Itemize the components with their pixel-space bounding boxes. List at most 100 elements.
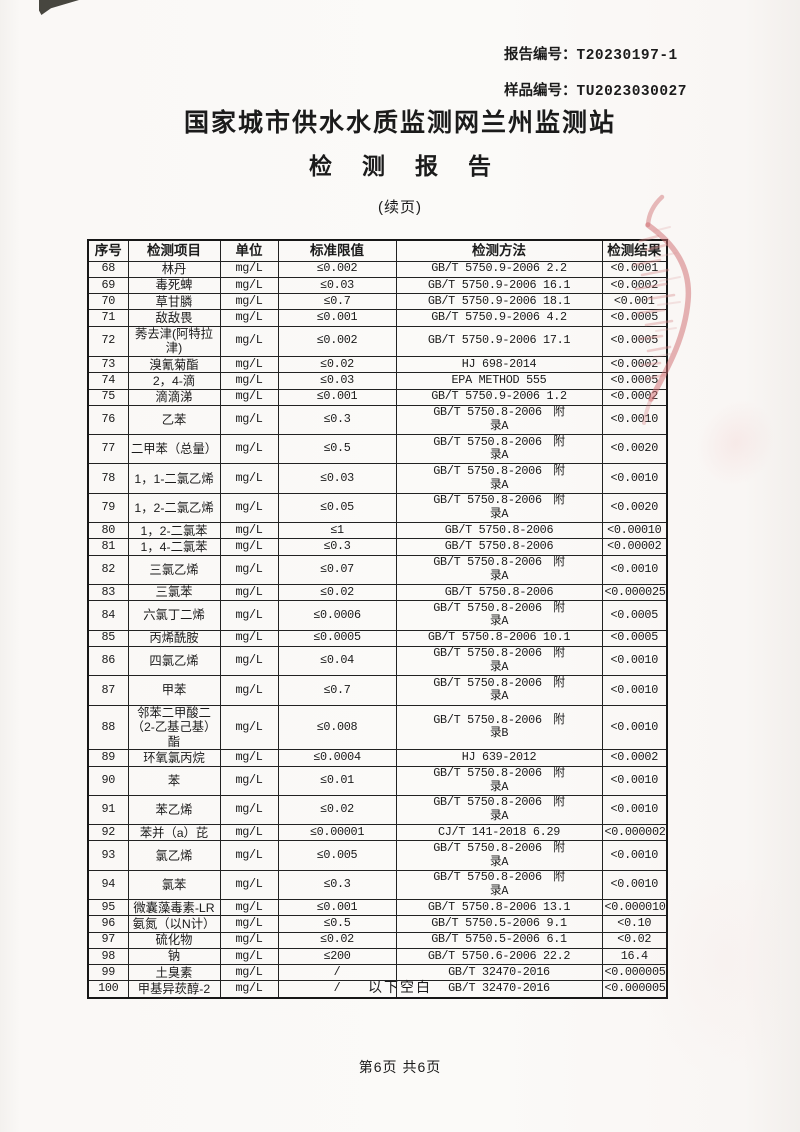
cell-result: <0.0010: [601, 840, 668, 871]
cell-unit: mg/L: [219, 325, 279, 358]
table-row: 96 氨氮（以N计） mg/L ≤0.5 GB/T 5750.5-2006 9.1 <0.…: [87, 915, 668, 933]
cell-item: 莠去津(阿特拉津): [127, 325, 221, 358]
cell-limit: ≤0.001: [277, 309, 397, 327]
cell-item: 2，4-滴: [127, 372, 221, 390]
cell-method: GB/T 5750.9-2006 16.1: [395, 276, 603, 295]
cell-limit: /: [277, 964, 397, 982]
cell-method: GB/T 5750.8-2006 附 录A: [395, 404, 603, 436]
table-row: 76 乙苯 mg/L ≤0.3 GB/T 5750.8-2006 附 录A <0.0010: [87, 404, 668, 436]
cell-limit: ≤0.7: [277, 675, 397, 706]
cell-result: <0.0005: [601, 325, 668, 358]
cell-seq: 94: [87, 869, 129, 901]
cell-limit: ≤0.5: [277, 915, 397, 933]
cell-result: <0.000005: [601, 980, 668, 999]
cell-result: <0.000005: [601, 964, 668, 982]
table-row: 91 苯乙烯 mg/L ≤0.02 GB/T 5750.8-2006 附 录A <0.00…: [87, 794, 668, 826]
cell-method: GB/T 5750.8-2006: [395, 538, 603, 556]
cell-result: <0.0005: [601, 600, 668, 631]
cell-method: HJ 698-2014: [395, 356, 603, 374]
cell-result: <0.0002: [601, 749, 668, 767]
cell-unit: mg/L: [219, 260, 279, 278]
cell-result: <0.0010: [601, 704, 668, 751]
cell-unit: mg/L: [219, 538, 279, 556]
table-row: 88 邻苯二甲酸二（2-乙基己基）酯 mg/L ≤0.008 GB/T 5750.8-2…: [87, 704, 668, 751]
table-row: 68 林丹 mg/L ≤0.002 GB/T 5750.9-2006 2.2 <0.000…: [87, 260, 668, 278]
table-row: 72 莠去津(阿特拉津) mg/L ≤0.002 GB/T 5750.9-2006 17…: [87, 325, 668, 358]
cell-seq: 69: [87, 276, 129, 295]
cell-seq: 89: [87, 749, 129, 767]
cell-seq: 98: [87, 947, 129, 966]
cell-item: 草甘膦: [127, 293, 221, 311]
sample-number-label: 样品编号：: [504, 83, 577, 99]
cell-item: 乙苯: [127, 404, 221, 436]
cell-limit: ≤0.07: [277, 554, 397, 585]
cell-method: GB/T 5750.8-2006 附 录A: [395, 869, 603, 901]
table-row: 100 甲基异莰醇-2 mg/L / GB/T 32470-2016 <0.000005: [87, 980, 668, 999]
cell-limit: ≤0.002: [277, 260, 397, 278]
cell-method: GB/T 5750.8-2006 附 录A: [395, 765, 603, 796]
cell-limit: ≤0.02: [277, 794, 397, 826]
cell-result: <0.0020: [601, 492, 668, 524]
cell-unit: mg/L: [219, 492, 279, 524]
cell-item: 1，2-二氯乙烯: [127, 492, 221, 524]
cell-seq: 99: [87, 964, 129, 982]
cell-result: <0.0010: [601, 869, 668, 901]
cell-seq: 86: [87, 645, 129, 677]
cell-limit: ≤0.03: [277, 372, 397, 390]
cell-limit: ≤0.0006: [277, 600, 397, 631]
cell-unit: mg/L: [219, 899, 279, 917]
cell-seq: 90: [87, 765, 129, 796]
cell-result: <0.001: [601, 293, 668, 311]
cell-unit: mg/L: [219, 869, 279, 901]
cell-unit: mg/L: [219, 276, 279, 295]
cell-item: 硫化物: [127, 931, 221, 949]
cell-item: 丙烯酰胺: [127, 629, 221, 647]
table-body: 68 林丹 mg/L ≤0.002 GB/T 5750.9-2006 2.2 <0.000…: [87, 260, 668, 999]
cell-seq: 82: [87, 554, 129, 585]
cell-unit: mg/L: [219, 947, 279, 966]
header-limit: 标准限值: [277, 239, 397, 262]
cell-method: GB/T 5750.8-2006 附 录A: [395, 434, 603, 465]
cell-method: GB/T 5750.5-2006 9.1: [395, 915, 603, 933]
cell-item: 钠: [127, 947, 221, 966]
page-number: 第6页 共6页: [358, 1059, 442, 1075]
cell-item: 氨氮（以N计）: [127, 915, 221, 933]
cell-result: <0.0010: [601, 554, 668, 585]
cell-result: <0.0005: [601, 309, 668, 327]
cell-seq: 97: [87, 931, 129, 949]
table-row: 75 滴滴涕 mg/L ≤0.001 GB/T 5750.9-2006 1.2 <0.00…: [87, 388, 668, 406]
cell-method: GB/T 5750.9-2006 17.1: [395, 325, 603, 358]
sample-number-value: TU2023030027: [576, 84, 687, 100]
cell-item: 邻苯二甲酸二（2-乙基己基）酯: [127, 704, 221, 751]
cell-method: GB/T 5750.6-2006 22.2: [395, 947, 603, 966]
cell-method: GB/T 5750.9-2006 1.2: [395, 388, 603, 406]
cell-seq: 95: [87, 899, 129, 917]
cell-item: 四氯乙烯: [127, 645, 221, 677]
cell-unit: mg/L: [219, 388, 279, 406]
cell-limit: ≤0.3: [277, 869, 397, 901]
cell-item: 1，1-二氯乙烯: [127, 463, 221, 494]
table-row: 93 氯乙烯 mg/L ≤0.005 GB/T 5750.8-2006 附 录A <0.0…: [87, 840, 668, 871]
cell-item: 氯苯: [127, 869, 221, 901]
cell-item: 甲基异莰醇-2: [127, 980, 221, 999]
cell-seq: 96: [87, 915, 129, 933]
cell-method: GB/T 5750.8-2006 附 录A: [395, 645, 603, 677]
report-number-label: 报告编号：: [504, 47, 577, 63]
table-row: 85 丙烯酰胺 mg/L ≤0.0005 GB/T 5750.8-2006 10.1 <0…: [87, 629, 668, 647]
table-row: 79 1，2-二氯乙烯 mg/L ≤0.05 GB/T 5750.8-2006 附 录A…: [87, 492, 668, 524]
cell-item: 毒死蜱: [127, 276, 221, 295]
cell-limit: ≤0.02: [277, 583, 397, 602]
cell-limit: ≤0.02: [277, 931, 397, 949]
cell-result: <0.0002: [601, 356, 668, 374]
cell-unit: mg/L: [219, 372, 279, 390]
cell-seq: 81: [87, 538, 129, 556]
cell-limit: ≤0.00001: [277, 824, 397, 842]
cell-item: 六氯丁二烯: [127, 600, 221, 631]
cell-seq: 75: [87, 388, 129, 406]
cell-seq: 91: [87, 794, 129, 826]
table-row: 69 毒死蜱 mg/L ≤0.03 GB/T 5750.9-2006 16.1 <0.00…: [87, 276, 668, 295]
table-header-row: 序号 检测项目 单位 标准限值 检测方法 检测结果: [87, 239, 668, 262]
cell-method: GB/T 5750.8-2006 10.1: [395, 629, 603, 647]
cell-method: GB/T 5750.8-2006 13.1: [395, 899, 603, 917]
